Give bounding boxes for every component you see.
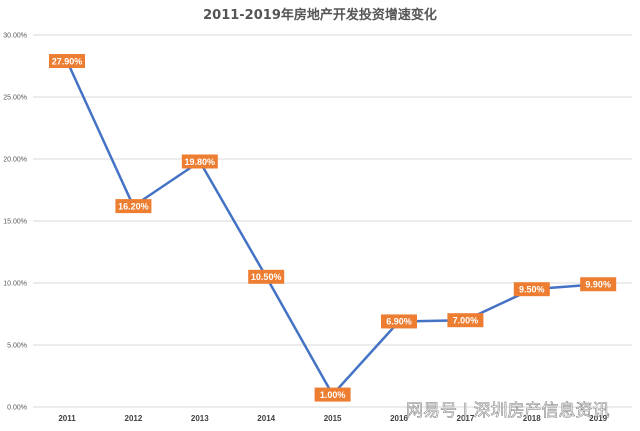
data-label-text: 9.90%: [585, 280, 611, 290]
x-tick-label: 2016: [390, 414, 408, 423]
x-tick-label: 2018: [523, 414, 541, 423]
data-label-box: [580, 277, 617, 292]
data-label-box: [447, 313, 484, 328]
data-label: 9.50%: [513, 282, 550, 297]
data-label-text: 7.00%: [453, 316, 479, 326]
data-label: 27.90%: [49, 54, 85, 69]
y-tick-label: 30.00%: [3, 33, 27, 40]
data-label-box: [181, 154, 218, 169]
y-tick-label: 5.00%: [7, 343, 27, 350]
x-tick-label: 2015: [324, 414, 342, 423]
y-tick-label: 25.00%: [3, 95, 27, 102]
data-label-text: 19.80%: [185, 157, 216, 167]
data-label: 10.50%: [248, 269, 285, 284]
y-tick-label: 0.00%: [7, 405, 27, 412]
y-tick-label: 10.00%: [3, 281, 27, 288]
data-label-text: 16.20%: [118, 201, 149, 211]
data-label-text: 9.50%: [519, 285, 545, 295]
data-label: 6.90%: [381, 314, 417, 329]
x-tick-label: 2013: [191, 414, 209, 423]
gridlines: [33, 34, 632, 408]
data-label: 19.80%: [181, 154, 218, 169]
data-label: 1.00%: [314, 387, 351, 402]
x-tick-label: 2017: [457, 414, 475, 423]
data-label: 7.00%: [447, 313, 484, 328]
x-tick-label: 2012: [125, 414, 143, 423]
watermark-text: 网易号 | 深圳房产信息资讯: [406, 401, 610, 421]
series-line-layer: [65, 59, 600, 397]
data-label-box: [314, 387, 351, 402]
data-label: 9.90%: [580, 277, 617, 292]
chart-title: 2011-2019年房地产开发投资增速变化: [203, 7, 437, 23]
y-tick-label: 15.00%: [3, 219, 27, 226]
data-label-box: [49, 54, 85, 69]
y-tick-label: 20.00%: [3, 157, 27, 164]
data-label-text: 6.90%: [386, 317, 412, 327]
data-label-box: [248, 269, 285, 284]
x-axis-ticks: 2011 2012 2013 2014 2015 2016 2017 2018 2019: [58, 414, 607, 423]
data-label-text: 1.00%: [320, 390, 346, 400]
x-tick-label: 2014: [257, 414, 275, 423]
x-tick-label: 2011: [58, 414, 76, 423]
data-label-text: 10.50%: [251, 272, 282, 282]
data-label: 16.20%: [115, 199, 152, 214]
data-label-box: [513, 282, 550, 297]
y-axis-ticks: 0.00% 5.00% 10.00% 15.00% 20.00% 25.00% 30.00%: [3, 33, 27, 412]
data-label-text: 27.90%: [52, 56, 83, 66]
data-label-box: [115, 199, 152, 214]
x-tick-label: 2019: [589, 414, 607, 423]
data-labels: 27.90% 16.20% 19.80% 10.50% 1.00% 6.90% 7.00% 9…: [49, 54, 617, 402]
data-label-box: [381, 314, 417, 329]
